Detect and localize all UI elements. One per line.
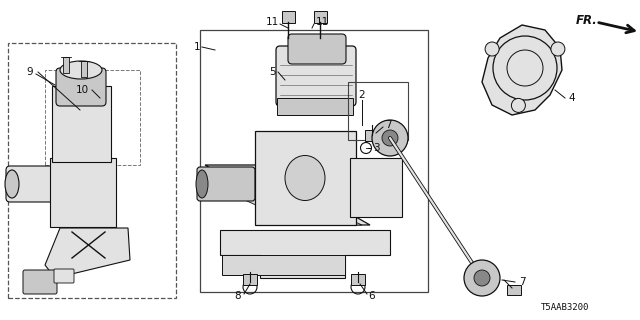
Ellipse shape	[60, 61, 102, 79]
Text: 6: 6	[369, 291, 375, 301]
Text: 2: 2	[358, 90, 365, 100]
Text: 5: 5	[269, 67, 275, 77]
FancyBboxPatch shape	[365, 130, 379, 141]
Bar	[348, 82, 408, 140]
Text: 11: 11	[316, 17, 328, 27]
Bar	[63, 57, 69, 73]
Text: FR.: FR.	[576, 13, 598, 27]
FancyBboxPatch shape	[277, 98, 353, 115]
Bar	[45, 70, 140, 165]
FancyBboxPatch shape	[56, 68, 106, 106]
FancyBboxPatch shape	[288, 34, 346, 64]
Circle shape	[511, 99, 525, 112]
FancyBboxPatch shape	[50, 158, 116, 227]
Circle shape	[464, 260, 500, 296]
Bar	[81, 61, 87, 77]
FancyBboxPatch shape	[255, 131, 356, 225]
FancyBboxPatch shape	[282, 11, 294, 23]
Text: 10: 10	[76, 85, 88, 95]
Circle shape	[551, 42, 565, 56]
Text: 11: 11	[266, 17, 278, 27]
FancyBboxPatch shape	[6, 166, 82, 202]
FancyBboxPatch shape	[243, 274, 257, 285]
Ellipse shape	[5, 170, 19, 198]
Text: 3: 3	[372, 143, 380, 153]
FancyBboxPatch shape	[197, 167, 255, 201]
FancyBboxPatch shape	[276, 46, 356, 106]
Text: 1: 1	[194, 42, 200, 52]
Circle shape	[382, 130, 398, 146]
Circle shape	[507, 50, 543, 86]
Polygon shape	[45, 228, 130, 278]
Polygon shape	[220, 230, 390, 278]
FancyBboxPatch shape	[54, 269, 74, 283]
Ellipse shape	[285, 156, 325, 201]
FancyBboxPatch shape	[507, 285, 521, 295]
Text: 7: 7	[385, 120, 391, 130]
Text: 7: 7	[518, 277, 525, 287]
Polygon shape	[205, 165, 370, 225]
Text: 8: 8	[235, 291, 241, 301]
FancyBboxPatch shape	[52, 86, 111, 162]
Polygon shape	[222, 255, 345, 275]
Circle shape	[474, 270, 490, 286]
Polygon shape	[205, 182, 362, 225]
FancyBboxPatch shape	[23, 270, 57, 294]
FancyBboxPatch shape	[350, 158, 402, 217]
Polygon shape	[482, 25, 562, 115]
Text: 9: 9	[27, 67, 33, 77]
Text: T5AAB3200: T5AAB3200	[541, 303, 589, 313]
Bar	[8, 43, 176, 298]
Circle shape	[372, 120, 408, 156]
FancyBboxPatch shape	[314, 11, 326, 23]
FancyBboxPatch shape	[351, 274, 365, 285]
Text: 4: 4	[569, 93, 575, 103]
Ellipse shape	[196, 170, 208, 198]
Circle shape	[485, 42, 499, 56]
Bar	[200, 30, 428, 292]
